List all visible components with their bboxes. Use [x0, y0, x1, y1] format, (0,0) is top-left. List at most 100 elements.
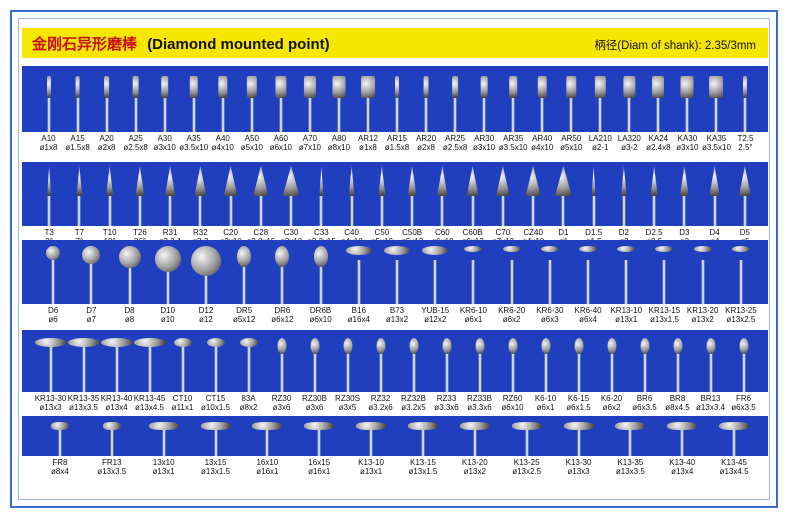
tool-item[interactable] [474, 66, 494, 132]
tool-item[interactable] [43, 240, 63, 304]
tool-item[interactable] [206, 330, 226, 392]
tool-item[interactable] [251, 162, 271, 226]
tool-item[interactable] [578, 240, 598, 304]
tool-item[interactable] [242, 66, 262, 132]
tool-item[interactable] [616, 240, 636, 304]
tool-item[interactable] [523, 162, 543, 226]
tool-item[interactable] [118, 240, 141, 304]
tool-item[interactable] [345, 240, 372, 304]
tool-item[interactable] [584, 162, 604, 226]
tool-item[interactable] [67, 330, 100, 392]
tool-item[interactable] [133, 330, 166, 392]
tool-item[interactable] [311, 240, 331, 304]
tool-item[interactable] [190, 162, 210, 226]
tool-item[interactable] [371, 330, 391, 392]
tool-item[interactable] [50, 416, 70, 456]
tool-item[interactable] [213, 66, 233, 132]
tool-item[interactable] [39, 162, 59, 226]
tool-item[interactable] [356, 416, 387, 456]
tool-item[interactable] [503, 330, 523, 392]
tool-item[interactable] [234, 240, 254, 304]
tool-item[interactable] [553, 162, 573, 226]
tool-item[interactable] [693, 240, 713, 304]
tool-item[interactable] [511, 416, 542, 456]
tool-item[interactable] [34, 330, 67, 392]
tool-item[interactable] [160, 162, 180, 226]
tool-item[interactable] [126, 66, 146, 132]
tool-item[interactable] [184, 66, 204, 132]
tool-item[interactable] [668, 330, 688, 392]
tool-item[interactable] [311, 162, 331, 226]
tool-item[interactable] [667, 416, 698, 456]
tool-item[interactable] [154, 240, 181, 304]
tool-item[interactable] [100, 330, 133, 392]
tool-item[interactable] [731, 240, 751, 304]
tool-item[interactable] [445, 66, 465, 132]
tool-item[interactable] [615, 416, 646, 456]
tool-item[interactable] [503, 66, 523, 132]
tool-item[interactable] [387, 66, 407, 132]
tool-item[interactable] [432, 162, 452, 226]
tool-item[interactable] [677, 66, 697, 132]
tool-item[interactable] [590, 66, 610, 132]
tool-item[interactable] [614, 162, 634, 226]
tool-item[interactable] [200, 416, 231, 456]
tool-item[interactable] [463, 162, 483, 226]
tool-item[interactable] [272, 240, 292, 304]
tool-item[interactable] [705, 162, 725, 226]
tool-item[interactable] [407, 416, 438, 456]
tool-item[interactable] [470, 330, 490, 392]
tool-item[interactable] [734, 330, 754, 392]
tool-item[interactable] [305, 330, 325, 392]
tool-item[interactable] [221, 162, 241, 226]
tool-item[interactable] [39, 66, 59, 132]
tool-item[interactable] [252, 416, 283, 456]
tool-item[interactable] [173, 330, 193, 392]
tool-item[interactable] [155, 66, 175, 132]
tool-item[interactable] [239, 330, 259, 392]
tool-item[interactable] [402, 162, 422, 226]
tool-item[interactable] [654, 240, 674, 304]
tool-item[interactable] [271, 66, 291, 132]
tool-item[interactable] [735, 162, 755, 226]
tool-item[interactable] [97, 66, 117, 132]
tool-item[interactable] [148, 416, 179, 456]
tool-item[interactable] [130, 162, 150, 226]
tool-item[interactable] [102, 416, 122, 456]
tool-item[interactable] [190, 240, 221, 304]
tool-item[interactable] [404, 330, 424, 392]
tool-item[interactable] [272, 330, 292, 392]
tool-item[interactable] [493, 162, 513, 226]
tool-item[interactable] [281, 162, 301, 226]
tool-item[interactable] [304, 416, 335, 456]
tool-item[interactable] [329, 66, 349, 132]
tool-item[interactable] [648, 66, 668, 132]
tool-item[interactable] [463, 240, 483, 304]
tool-item[interactable] [561, 66, 581, 132]
tool-item[interactable] [540, 240, 560, 304]
tool-item[interactable] [372, 162, 392, 226]
tool-item[interactable] [300, 66, 320, 132]
tool-item[interactable] [416, 66, 436, 132]
tool-item[interactable] [706, 66, 726, 132]
tool-item[interactable] [635, 330, 655, 392]
tool-item[interactable] [342, 162, 362, 226]
tool-item[interactable] [502, 240, 522, 304]
tool-item[interactable] [68, 66, 88, 132]
tool-item[interactable] [437, 330, 457, 392]
tool-item[interactable] [422, 240, 449, 304]
tool-item[interactable] [536, 330, 556, 392]
tool-item[interactable] [619, 66, 639, 132]
tool-item[interactable] [602, 330, 622, 392]
tool-item[interactable] [644, 162, 664, 226]
tool-item[interactable] [358, 66, 378, 132]
tool-item[interactable] [532, 66, 552, 132]
tool-item[interactable] [338, 330, 358, 392]
tool-item[interactable] [569, 330, 589, 392]
tool-item[interactable] [100, 162, 120, 226]
tool-item[interactable] [459, 416, 490, 456]
tool-item[interactable] [563, 416, 594, 456]
tool-item[interactable] [701, 330, 721, 392]
tool-item[interactable] [384, 240, 410, 304]
tool-item[interactable] [81, 240, 101, 304]
